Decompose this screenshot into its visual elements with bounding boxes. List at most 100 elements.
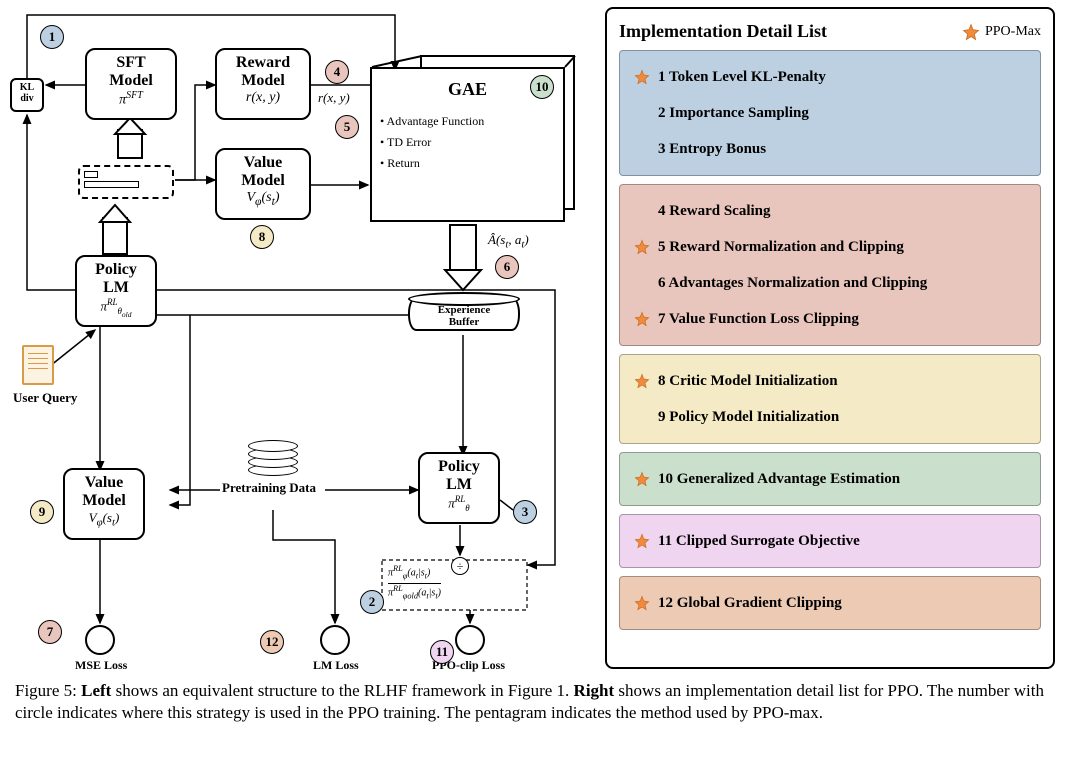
reward-model-node: Reward Model r(x, y) [215, 48, 311, 120]
list-item: 6 Advantages Normalization and Clipping [628, 265, 1032, 301]
list-section-3: 10 Generalized Advantage Estimation [619, 452, 1041, 506]
list-item-label: 3 Entropy Bonus [658, 141, 766, 158]
list-item: 9 Policy Model Initialization [628, 399, 1032, 435]
list-item-label: 10 Generalized Advantage Estimation [658, 471, 900, 488]
list-item: 1 Token Level KL-Penalty [628, 59, 1032, 95]
circle-marker-2: 2 [360, 590, 384, 614]
list-item-label: 9 Policy Model Initialization [658, 409, 839, 426]
circle-marker-1: 1 [40, 25, 64, 49]
value-model-1-node: Value Model Vφ(st) [215, 148, 311, 220]
user-query-icon [22, 345, 54, 385]
list-item-label: 11 Clipped Surrogate Objective [658, 533, 860, 550]
output-tokens-node [78, 165, 174, 199]
experience-buffer-node: Experience Buffer [408, 292, 520, 334]
gae-item-2: • Return [380, 156, 555, 171]
list-item: 10 Generalized Advantage Estimation [628, 461, 1032, 497]
circle-marker-4: 4 [325, 60, 349, 84]
circle-marker-8: 8 [250, 225, 274, 249]
divide-icon: ÷ [451, 557, 469, 575]
lm-loss-node [320, 625, 350, 655]
value1-title: Value [223, 154, 303, 172]
policy-old-sub: LM [83, 279, 149, 297]
figure-container: KL div SFT Model πSFT Reward Model r(x, … [0, 0, 1067, 757]
star-icon [632, 469, 652, 489]
list-item-label: 2 Importance Sampling [658, 105, 809, 122]
star-icon [632, 103, 652, 123]
figure-caption: Figure 5: Left shows an equivalent struc… [15, 680, 1052, 724]
policy-old-math: πRLθold [83, 297, 149, 319]
ratio-label: πRLφ(at|st) πRLφold(at|st) [388, 565, 441, 600]
mse-loss-node [85, 625, 115, 655]
a-hat-label: Â(st, at) [488, 232, 529, 251]
mse-loss-label: MSE Loss [75, 658, 127, 673]
list-section-0: 1 Token Level KL-Penalty 2 Importance Sam… [619, 50, 1041, 176]
gae-item-1: • TD Error [380, 135, 555, 150]
list-section-5: 12 Global Gradient Clipping [619, 576, 1041, 630]
pretraining-data-node [248, 440, 298, 478]
list-section-2: 8 Critic Model Initialization 9 Policy Mo… [619, 354, 1041, 444]
list-item-label: 5 Reward Normalization and Clipping [658, 239, 904, 256]
value2-math: Vφ(st) [71, 510, 137, 529]
circle-marker-5: 5 [335, 115, 359, 139]
value-model-2-node: Value Model Vφ(st) [63, 468, 145, 540]
list-item: 7 Value Function Loss Clipping [628, 301, 1032, 337]
list-item-label: 7 Value Function Loss Clipping [658, 311, 859, 328]
list-item: 3 Entropy Bonus [628, 131, 1032, 167]
list-section-4: 11 Clipped Surrogate Objective [619, 514, 1041, 568]
diagram-area: KL div SFT Model πSFT Reward Model r(x, … [0, 0, 605, 680]
pretraining-data-label: Pretraining Data [222, 480, 316, 496]
policy-new-title: Policy [426, 458, 492, 476]
reward-sub: Model [223, 72, 303, 90]
kl-div-node: KL div [10, 78, 44, 112]
list-item-label: 4 Reward Scaling [658, 203, 771, 220]
implementation-list-panel: Implementation Detail List PPO-Max 1 Tok… [605, 7, 1055, 669]
value2-sub: Model [71, 492, 137, 510]
policy-new-math: πRLθ [426, 494, 492, 513]
star-icon [632, 139, 652, 159]
list-item: 8 Critic Model Initialization [628, 363, 1032, 399]
list-item-label: 8 Critic Model Initialization [658, 373, 838, 390]
value1-sub: Model [223, 172, 303, 190]
circle-marker-11: 11 [430, 640, 454, 664]
value1-math: Vφ(st) [223, 190, 303, 208]
star-icon [632, 201, 652, 221]
policy-lm-old-node: Policy LM πRLθold [75, 255, 157, 327]
star-icon [961, 22, 981, 42]
list-item: 11 Clipped Surrogate Objective [628, 523, 1032, 559]
list-item: 4 Reward Scaling [628, 193, 1032, 229]
ppo-loss-node [455, 625, 485, 655]
list-item-label: 6 Advantages Normalization and Clipping [658, 275, 927, 292]
circle-marker-12: 12 [260, 630, 284, 654]
sft-title: SFT [93, 54, 169, 72]
sft-math: πSFT [93, 90, 169, 109]
policy-new-sub: LM [426, 476, 492, 494]
star-icon [632, 371, 652, 391]
circle-marker-7: 7 [38, 620, 62, 644]
reward-math: r(x, y) [223, 90, 303, 106]
list-title: Implementation Detail List [619, 21, 827, 42]
list-item: 5 Reward Normalization and Clipping [628, 229, 1032, 265]
list-title-row: Implementation Detail List PPO-Max [619, 21, 1041, 42]
circle-marker-10: 10 [530, 75, 554, 99]
gae-item-0: • Advantage Function [380, 114, 555, 129]
star-icon [632, 67, 652, 87]
reward-output-label: r(x, y) [318, 90, 350, 106]
list-item-label: 1 Token Level KL-Penalty [658, 69, 826, 86]
value2-title: Value [71, 474, 137, 492]
user-query-label: User Query [13, 390, 77, 406]
star-icon [632, 531, 652, 551]
list-item: 2 Importance Sampling [628, 95, 1032, 131]
circle-marker-6: 6 [495, 255, 519, 279]
sft-model-node: SFT Model πSFT [85, 48, 177, 120]
list-section-1: 4 Reward Scaling 5 Reward Normalization a… [619, 184, 1041, 346]
exp-buf-label: Experience Buffer [408, 304, 520, 328]
reward-title: Reward [223, 54, 303, 72]
star-icon [632, 407, 652, 427]
circle-marker-9: 9 [30, 500, 54, 524]
ppomax-legend: PPO-Max [961, 22, 1041, 42]
policy-old-title: Policy [83, 261, 149, 279]
star-icon [632, 309, 652, 329]
list-item: 12 Global Gradient Clipping [628, 585, 1032, 621]
star-icon [632, 273, 652, 293]
star-icon [632, 237, 652, 257]
